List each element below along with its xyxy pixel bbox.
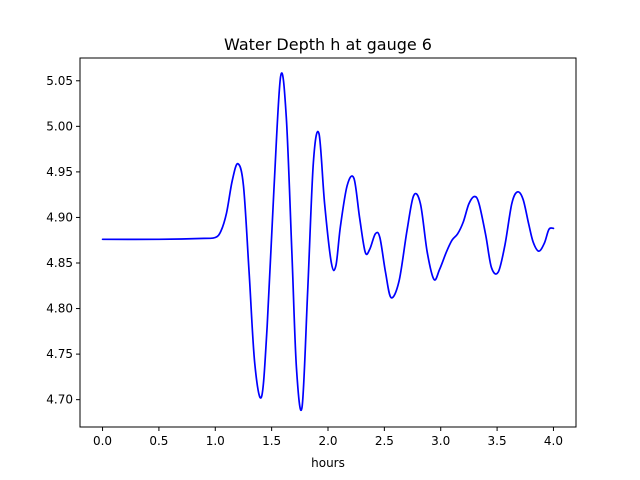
x-axis-label: hours <box>311 456 345 470</box>
y-tick-label: 5.00 <box>46 119 73 133</box>
chart-title: Water Depth h at gauge 6 <box>224 35 432 54</box>
x-tick-label: 0.5 <box>149 434 168 448</box>
y-tick-label: 4.90 <box>46 210 73 224</box>
series-line-water-depth <box>101 72 555 412</box>
y-tick-label: 5.05 <box>46 74 73 88</box>
y-tick-label: 4.75 <box>46 347 73 361</box>
x-tick-label: 1.5 <box>262 434 281 448</box>
y-tick-label: 4.95 <box>46 165 73 179</box>
x-tick-label: 1.0 <box>206 434 225 448</box>
y-tick-label: 4.85 <box>46 256 73 270</box>
x-tick-label: 4.0 <box>544 434 563 448</box>
x-tick-label: 0.0 <box>93 434 112 448</box>
x-tick-label: 3.0 <box>431 434 450 448</box>
x-tick-label: 3.5 <box>488 434 507 448</box>
x-tick-label: 2.0 <box>318 434 337 448</box>
y-tick-label: 4.70 <box>46 393 73 407</box>
x-tick-label: 2.5 <box>375 434 394 448</box>
y-axis: 4.70 4.75 4.80 4.85 4.90 4.95 5.00 5.05 <box>46 74 80 407</box>
y-tick-label: 4.80 <box>46 302 73 316</box>
x-axis: 0.0 0.5 1.0 1.5 2.0 2.5 3.0 3.5 4.0 <box>93 427 563 448</box>
